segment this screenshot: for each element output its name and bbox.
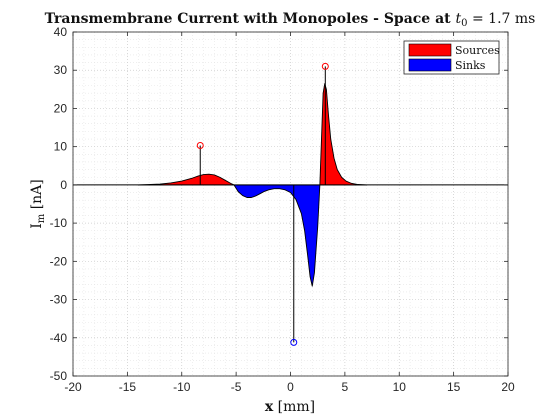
x-tick-label: -10 <box>173 380 191 394</box>
chart-title: Transmembrane Current with Monopoles - S… <box>45 11 536 29</box>
monopole-marker-source <box>321 62 329 70</box>
y-axis-label: Im [nA] <box>29 179 47 229</box>
area-sinks <box>233 184 321 287</box>
x-tick-label: 20 <box>501 380 515 394</box>
y-tick-label: 40 <box>54 25 68 39</box>
y-tick-label: 10 <box>54 140 68 154</box>
monopoles <box>196 62 329 346</box>
legend-label-sources: Sources <box>455 44 500 57</box>
x-tick-label: -20 <box>64 380 82 394</box>
y-tick-label: -20 <box>50 254 68 268</box>
x-tick-label: -5 <box>231 380 242 394</box>
y-tick-label: 30 <box>54 63 68 77</box>
minor-grid <box>73 32 508 376</box>
y-tick-label: 0 <box>60 178 67 192</box>
x-tick-label: 0 <box>287 380 294 394</box>
y-tick-label: -10 <box>50 216 68 230</box>
x-tick-label: -15 <box>119 380 137 394</box>
legend-swatch-sinks <box>408 58 452 72</box>
monopole-marker-source <box>196 142 204 150</box>
x-tick-labels: -20 -15 -10 -5 0 5 10 15 20 <box>64 32 515 394</box>
x-axis-label: x [mm] <box>265 399 315 415</box>
legend: Sources Sinks <box>403 40 500 75</box>
x-tick-label: 5 <box>342 380 349 394</box>
y-tick-label: 20 <box>54 101 68 115</box>
y-tick-labels: -50 -40 -30 -20 -10 0 10 20 30 40 <box>50 25 508 383</box>
monopole-marker-sink <box>290 338 298 346</box>
legend-label-sinks: Sinks <box>455 59 486 72</box>
y-tick-label: -40 <box>50 331 68 345</box>
x-tick-label: 10 <box>393 380 407 394</box>
area-sources <box>137 173 235 186</box>
y-tick-label: -50 <box>50 369 68 383</box>
y-tick-label: -30 <box>50 293 68 307</box>
x-tick-label: 15 <box>447 380 461 394</box>
area-sources <box>319 83 368 186</box>
legend-swatch-sources <box>408 43 452 57</box>
plot-area <box>73 83 508 287</box>
